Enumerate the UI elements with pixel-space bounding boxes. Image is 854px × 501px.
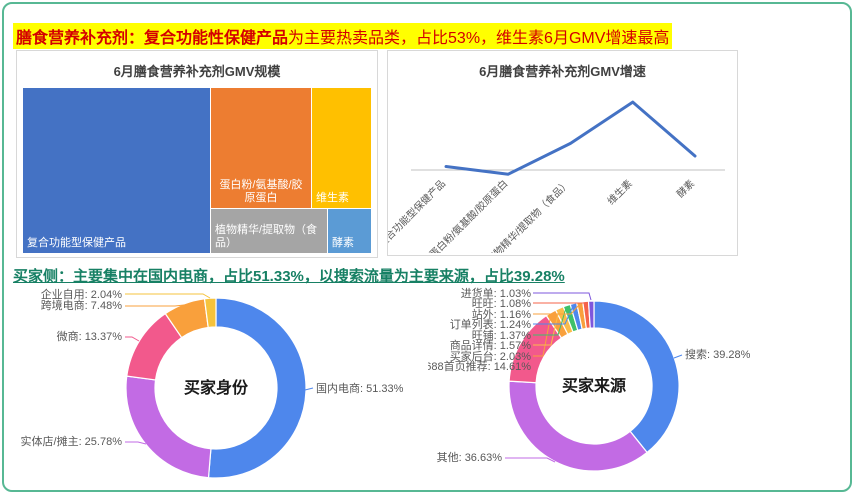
label-leader-line xyxy=(533,305,574,325)
pie-label: 微商: 13.37% xyxy=(57,329,123,343)
headline-buyer: 买家侧：主要集中在国内电商，占比51.33%，以搜索流量为主要来源，占比39.2… xyxy=(13,268,565,285)
label-leader-line xyxy=(125,304,185,307)
pie-label: 跨境电商: 7.48% xyxy=(41,298,123,312)
pie-label: 旺铺: 1.37% xyxy=(472,329,532,342)
treemap-label: 植物精华/提取物（食品） xyxy=(215,224,318,249)
label-leader-line xyxy=(125,293,211,299)
label-leader-line xyxy=(512,345,533,368)
pie-label: 企业自用: 2.04% xyxy=(41,287,123,301)
pie-label: 订单列表: 1.24% xyxy=(450,317,532,331)
report-page: 膳食营养补充剂：复合功能性保健产品为主要热卖品类，占比53%，维生素6月GMV增… xyxy=(2,2,852,492)
gmv-growth-panel: 6月膳食营养补充剂GMV增速 复合功能型保健产品 蛋白粉/氨基酸/胶原蛋白 植物精华… xyxy=(387,50,738,256)
line-chart-title: 6月膳食营养补充剂GMV增速 xyxy=(479,64,646,79)
growth-line xyxy=(444,100,697,176)
pie-label: 进货单: 1.03% xyxy=(461,286,532,300)
treemap-label: 复合功能型保健产品 xyxy=(27,237,126,249)
treemap-block-plant-extract: 植物精华/提取物（食品） xyxy=(211,209,327,253)
treemap-block-protein: 蛋白粉/氨基酸/胶原蛋白 xyxy=(211,88,311,208)
label-leader-line xyxy=(304,387,314,391)
buyer-source-svg: 搜索: 39.28% 其他: 36.63% 1688首页推荐: 14.61%买家后台… xyxy=(419,286,751,472)
buyer-identity-donut: 国内电商: 51.33% 实体店/摊主: 25.78% 微商: 13.37% 跨境电商… xyxy=(4,282,428,496)
treemap-block-vitamin: 维生素 xyxy=(312,88,371,208)
pie-label: 实体店/摊主: 25.78% xyxy=(21,434,123,448)
pie-slice-国内电商 xyxy=(207,297,307,479)
label-leader-line xyxy=(673,354,683,359)
label-leader-line xyxy=(533,307,567,336)
pie-label: 站外: 1.16% xyxy=(472,307,532,321)
headline-category-rest: 为主要热卖品类，占比53%，维生素6月GMV增速最高 xyxy=(288,30,670,47)
donut-center-title: 买家身份 xyxy=(184,378,249,397)
label-leader-line xyxy=(533,304,580,315)
pie-label: 其他: 36.63% xyxy=(437,451,503,464)
pie-label: 旺旺: 1.08% xyxy=(472,298,532,310)
pie-slice-搜索 xyxy=(593,300,680,454)
x-tick-label: 酵素 xyxy=(674,177,697,200)
x-tick-label: 复合功能型保健产品 xyxy=(388,177,448,250)
buyer-identity-svg: 国内电商: 51.33% 实体店/摊主: 25.78% 微商: 13.37% 跨境电商… xyxy=(21,287,404,479)
pie-label: 商品详情: 1.57% xyxy=(450,338,532,352)
pie-slice-进货单 xyxy=(587,300,595,329)
label-leader-line xyxy=(505,457,556,463)
x-tick-label: 维生素 xyxy=(604,177,634,207)
pie-label: 1688首页推荐: 14.61% xyxy=(428,359,531,373)
headline-category-bold: 膳食营养补充剂：复合功能性保健产品 xyxy=(16,30,289,47)
treemap-label: 维生素 xyxy=(316,192,349,204)
label-leader-line xyxy=(533,313,552,357)
pie-label: 搜索: 39.28% xyxy=(685,347,751,361)
label-leader-line xyxy=(533,292,592,301)
treemap-chart: 复合功能型保健产品 蛋白粉/氨基酸/胶原蛋白 维生素 植物精华/提取物（食品） … xyxy=(23,88,371,253)
treemap-label: 酵素 xyxy=(332,237,354,249)
label-leader-line xyxy=(125,441,147,445)
buyer-source-donut: 搜索: 39.28% 其他: 36.63% 1688首页推荐: 14.61% 买家后台… xyxy=(419,282,854,496)
pie-label: 买家后台: 2.03% xyxy=(450,349,532,363)
pie-slice-企业自用 xyxy=(203,297,217,329)
donut-center-title: 买家来源 xyxy=(562,376,626,395)
treemap-label: 蛋白粉/氨基酸/胶原蛋白 xyxy=(219,179,303,204)
headline-category: 膳食营养补充剂：复合功能性保健产品为主要热卖品类，占比53%，维生素6月GMV增… xyxy=(13,23,673,49)
pie-label: 国内电商: 51.33% xyxy=(316,381,404,395)
label-leader-line xyxy=(125,336,140,342)
treemap-title: 6月膳食营养补充剂GMV规模 xyxy=(113,64,281,79)
treemap-block-composite-health: 复合功能型保健产品 xyxy=(23,88,210,253)
treemap-block-enzyme: 酵素 xyxy=(328,209,371,253)
gmv-scale-panel: 6月膳食营养补充剂GMV规模 复合功能型保健产品 蛋白粉/氨基酸/胶原蛋白 维生… xyxy=(16,50,378,258)
label-leader-line xyxy=(533,309,560,346)
